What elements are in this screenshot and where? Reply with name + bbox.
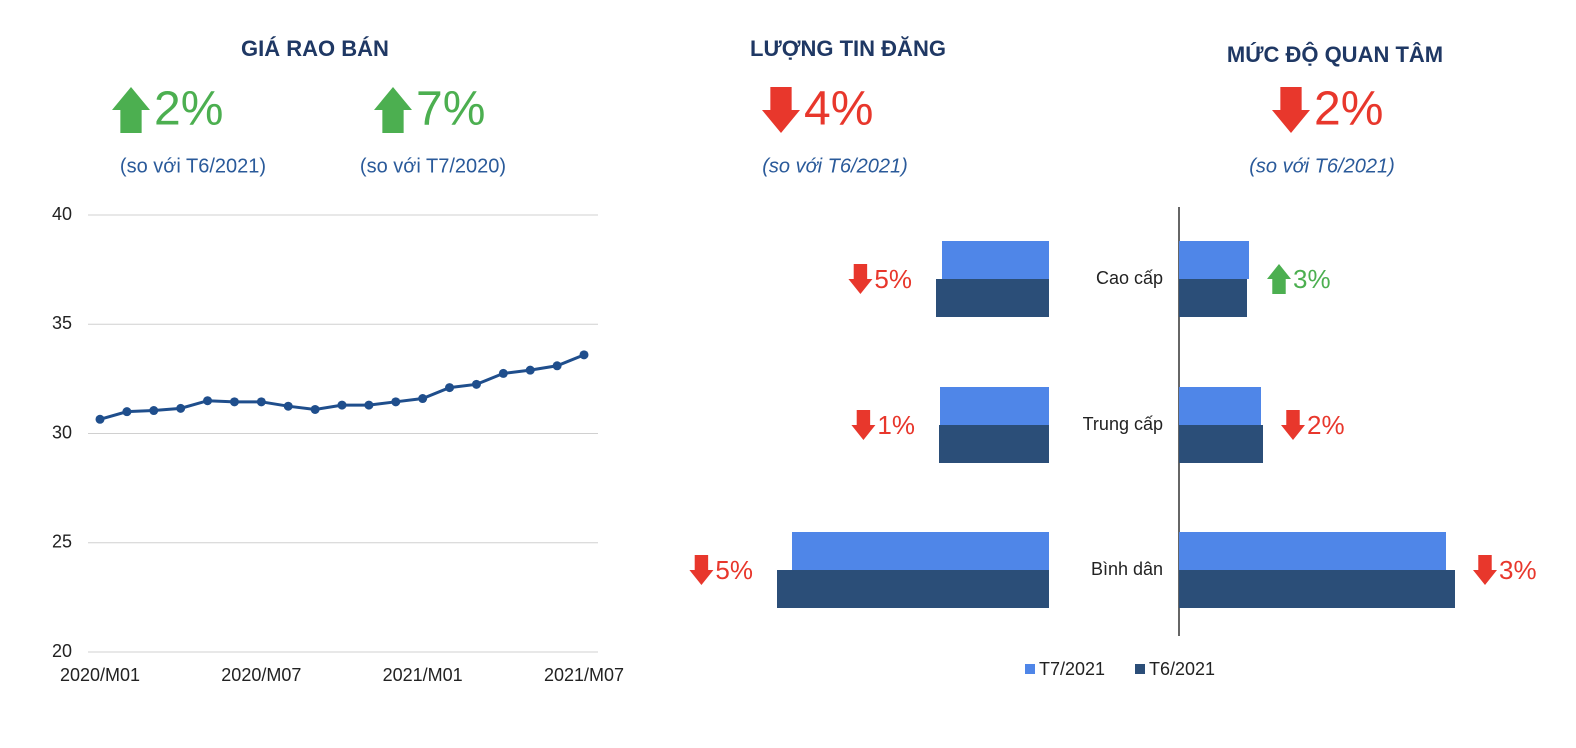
x-tick-label: 2021/M07	[544, 665, 624, 685]
change-label: 5%	[874, 264, 912, 294]
y-tick-label: 25	[52, 532, 72, 552]
trend-arrow	[1267, 264, 1291, 294]
x-tick-label: 2020/M07	[221, 665, 301, 685]
kpi-caption: (so với T6/2021)	[762, 155, 907, 177]
point	[283, 401, 293, 411]
change-label: 3%	[1293, 264, 1331, 294]
point	[149, 406, 159, 416]
trend-arrow	[112, 87, 150, 133]
point	[203, 396, 213, 406]
point	[391, 397, 401, 407]
kpi-value: 2%	[1314, 83, 1383, 136]
bar	[940, 387, 1049, 425]
point	[229, 397, 239, 407]
x-tick-label: 2020/M01	[60, 665, 140, 685]
chart-title: LƯỢNG TIN ĐĂNG	[750, 36, 946, 61]
category-label: Cao cấp	[1096, 268, 1163, 288]
kpi-value: 4%	[804, 83, 873, 136]
point	[122, 407, 132, 417]
point	[256, 397, 266, 407]
legend-label: T7/2021	[1039, 659, 1105, 679]
chart-title: MỨC ĐỘ QUAN TÂM	[1227, 42, 1443, 67]
point	[471, 379, 481, 389]
point	[579, 350, 589, 360]
bar	[1179, 570, 1455, 608]
y-tick-label: 40	[52, 204, 72, 224]
bar	[942, 241, 1049, 279]
trend-arrow	[851, 410, 876, 440]
bar	[1179, 425, 1263, 463]
change-label: 3%	[1499, 555, 1537, 585]
change-label: 1%	[877, 410, 915, 440]
point	[95, 414, 105, 424]
trend-arrow	[762, 87, 800, 133]
trend-arrow	[1473, 555, 1497, 585]
trend-arrow	[374, 87, 412, 133]
kpi-value: 2%	[154, 83, 223, 136]
trend-arrow	[1272, 87, 1310, 133]
change-label: 2%	[1307, 410, 1345, 440]
trend-arrow	[1281, 410, 1305, 440]
chart-title: GIÁ RAO BÁN	[241, 36, 389, 61]
bar	[1179, 241, 1249, 279]
bar	[1179, 387, 1261, 425]
point	[552, 361, 562, 371]
trend-arrow	[689, 555, 714, 585]
legend-label: T6/2021	[1149, 659, 1215, 679]
y-tick-label: 30	[52, 422, 72, 442]
bar	[936, 279, 1049, 317]
x-tick-label: 2021/M01	[383, 665, 463, 685]
point	[337, 400, 347, 410]
point	[525, 365, 535, 375]
kpi-caption: (so với T6/2021)	[1249, 155, 1394, 177]
point	[418, 394, 428, 404]
category-label: Bình dân	[1091, 559, 1163, 579]
kpi-caption: (so với T7/2020)	[360, 155, 506, 177]
bar	[1179, 279, 1247, 317]
bar	[939, 425, 1049, 463]
y-tick-label: 20	[52, 641, 72, 661]
point	[176, 403, 186, 413]
bar	[792, 532, 1049, 570]
y-tick-label: 35	[52, 313, 72, 333]
category-label: Trung cấp	[1083, 414, 1163, 434]
bar	[1179, 532, 1446, 570]
point	[498, 368, 508, 378]
kpi-caption: (so với T6/2021)	[120, 155, 266, 177]
point	[445, 383, 455, 393]
point	[364, 400, 374, 410]
change-label: 5%	[715, 555, 753, 585]
point	[310, 404, 320, 414]
trend-arrow	[848, 264, 873, 294]
kpi-value: 7%	[416, 83, 485, 136]
legend-swatch	[1135, 664, 1145, 674]
legend-swatch	[1025, 664, 1035, 674]
line	[99, 353, 585, 421]
bar	[777, 570, 1049, 608]
